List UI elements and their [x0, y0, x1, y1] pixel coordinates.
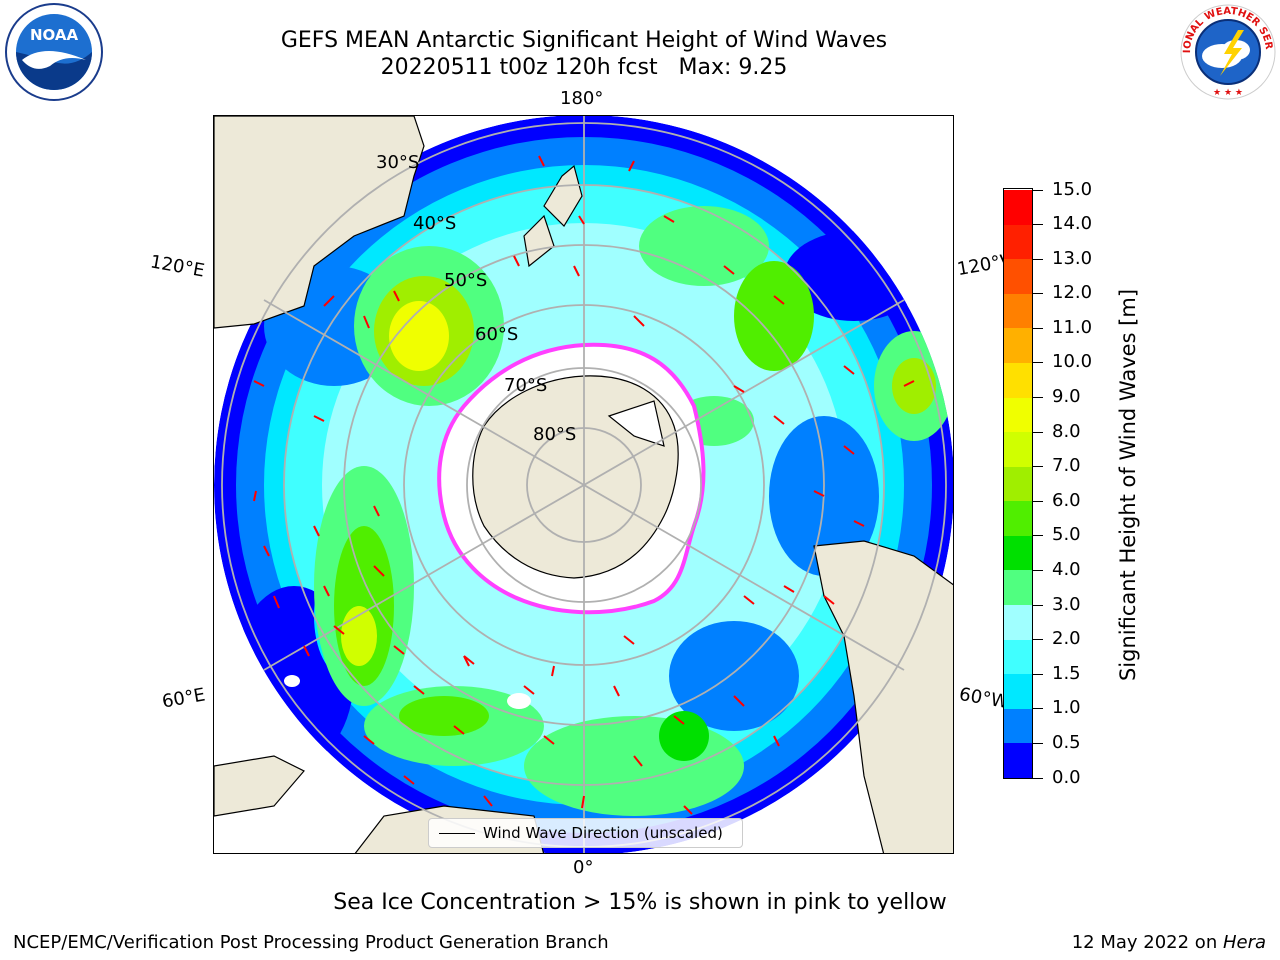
- colorbar-tick-label: 10.0: [1052, 351, 1093, 373]
- polar-map: [214, 116, 953, 853]
- colorbar-tick-label: 6.0: [1052, 489, 1081, 511]
- colorbar-tick-label: 3.0: [1052, 593, 1081, 615]
- colorbar-tick-label: 0.5: [1052, 731, 1081, 753]
- colorbar-tick: [1033, 708, 1043, 710]
- colorbar-segment: [1004, 535, 1032, 571]
- colorbar-segment: [1004, 673, 1032, 709]
- lat-label-40s: 40°S: [413, 213, 457, 234]
- colorbar-tick-label: 5.0: [1052, 524, 1081, 546]
- svg-text:NOAA: NOAA: [30, 26, 79, 44]
- colorbar-tick-label: 1.0: [1052, 697, 1081, 719]
- colorbar-tick-label: 11.0: [1052, 316, 1093, 338]
- lon-label-60e: 60°E: [160, 684, 207, 713]
- lat-label-50s: 50°S: [444, 270, 488, 291]
- lat-label-70s: 70°S: [504, 375, 548, 396]
- map-legend: Wind Wave Direction (unscaled): [428, 818, 743, 848]
- colorbar-tick-label: 1.5: [1052, 662, 1081, 684]
- colorbar-tick: [1033, 362, 1043, 364]
- sea-ice-note: Sea Ice Concentration > 15% is shown in …: [333, 890, 947, 915]
- colorbar-tick: [1033, 500, 1043, 502]
- colorbar-tick: [1033, 742, 1043, 744]
- colorbar-tick: [1033, 569, 1043, 571]
- colorbar-tick-label: 15.0: [1052, 178, 1093, 200]
- lon-label-180: 180°: [560, 88, 604, 109]
- colorbar-tick: [1033, 189, 1043, 191]
- colorbar-segment: [1004, 293, 1032, 329]
- wind-wave-arrows: [253, 155, 915, 815]
- colorbar-tick: [1033, 327, 1043, 329]
- colorbar-segment: [1004, 327, 1032, 363]
- colorbar-segment: [1004, 569, 1032, 606]
- colorbar-tick-label: 0.0: [1052, 766, 1081, 788]
- colorbar-title: Significant Height of Wind Waves [m]: [1116, 288, 1140, 682]
- lat-label-80s: 80°S: [533, 424, 577, 445]
- colorbar-segment: [1004, 397, 1032, 433]
- colorbar-tick-label: 14.0: [1052, 213, 1093, 235]
- colorbar-tick: [1033, 431, 1043, 433]
- svg-text:★ ★ ★: ★ ★ ★: [1213, 88, 1243, 98]
- colorbar-tick: [1033, 258, 1043, 260]
- colorbar-tick: [1033, 639, 1043, 641]
- colorbar-tick: [1033, 777, 1043, 779]
- colorbar-tick: [1033, 604, 1043, 606]
- footer-credit: NCEP/EMC/Verification Post Processing Pr…: [13, 932, 609, 953]
- colorbar-tick-label: 7.0: [1052, 455, 1081, 477]
- lon-label-0: 0°: [573, 857, 594, 878]
- colorbar-segment: [1004, 639, 1032, 675]
- colorbar-segment: [1004, 708, 1032, 744]
- footer-date: 12 May 2022 on Hera: [1072, 932, 1266, 953]
- colorbar-segment: [1004, 500, 1032, 536]
- colorbar: [1003, 188, 1033, 779]
- colorbar-segment: [1004, 466, 1032, 502]
- colorbar-segment: [1004, 362, 1032, 398]
- lat-label-30s: 30°S: [376, 152, 420, 173]
- lat-label-60s: 60°S: [475, 324, 519, 345]
- noaa-logo-icon: NOAA: [4, 2, 104, 102]
- chart-title: GEFS MEAN Antarctic Significant Height o…: [280, 28, 888, 53]
- legend-line-icon: [439, 832, 475, 834]
- colorbar-tick-label: 2.0: [1052, 628, 1081, 650]
- colorbar-segment: [1004, 604, 1032, 640]
- lon-label-120e: 120°E: [148, 251, 207, 282]
- colorbar-segment: [1004, 224, 1032, 260]
- colorbar-tick: [1033, 293, 1043, 295]
- colorbar-tick-label: 8.0: [1052, 420, 1081, 442]
- colorbar-tick: [1033, 397, 1043, 399]
- colorbar-segment: [1004, 742, 1032, 778]
- colorbar-tick: [1033, 535, 1043, 537]
- colorbar-tick-label: 4.0: [1052, 558, 1081, 580]
- colorbar-tick-label: 9.0: [1052, 386, 1081, 408]
- colorbar-segment: [1004, 189, 1032, 225]
- legend-label: Wind Wave Direction (unscaled): [483, 824, 723, 842]
- colorbar-tick: [1033, 224, 1043, 226]
- colorbar-tick-label: 12.0: [1052, 282, 1093, 304]
- colorbar-tick: [1033, 673, 1043, 675]
- nws-logo-icon: NATIONAL WEATHER SERVICE ★ ★ ★: [1174, 0, 1278, 102]
- colorbar-tick: [1033, 466, 1043, 468]
- map-panel[interactable]: [213, 115, 954, 854]
- colorbar-segment: [1004, 431, 1032, 467]
- footer-host: Hera: [1222, 932, 1266, 953]
- colorbar-tick-label: 13.0: [1052, 247, 1093, 269]
- footer-date-text: 12 May 2022 on: [1071, 932, 1223, 953]
- chart-subtitle: 20220511 t00z 120h fcst Max: 9.25: [380, 55, 788, 80]
- graticule: [221, 116, 947, 853]
- colorbar-segment: [1004, 258, 1032, 294]
